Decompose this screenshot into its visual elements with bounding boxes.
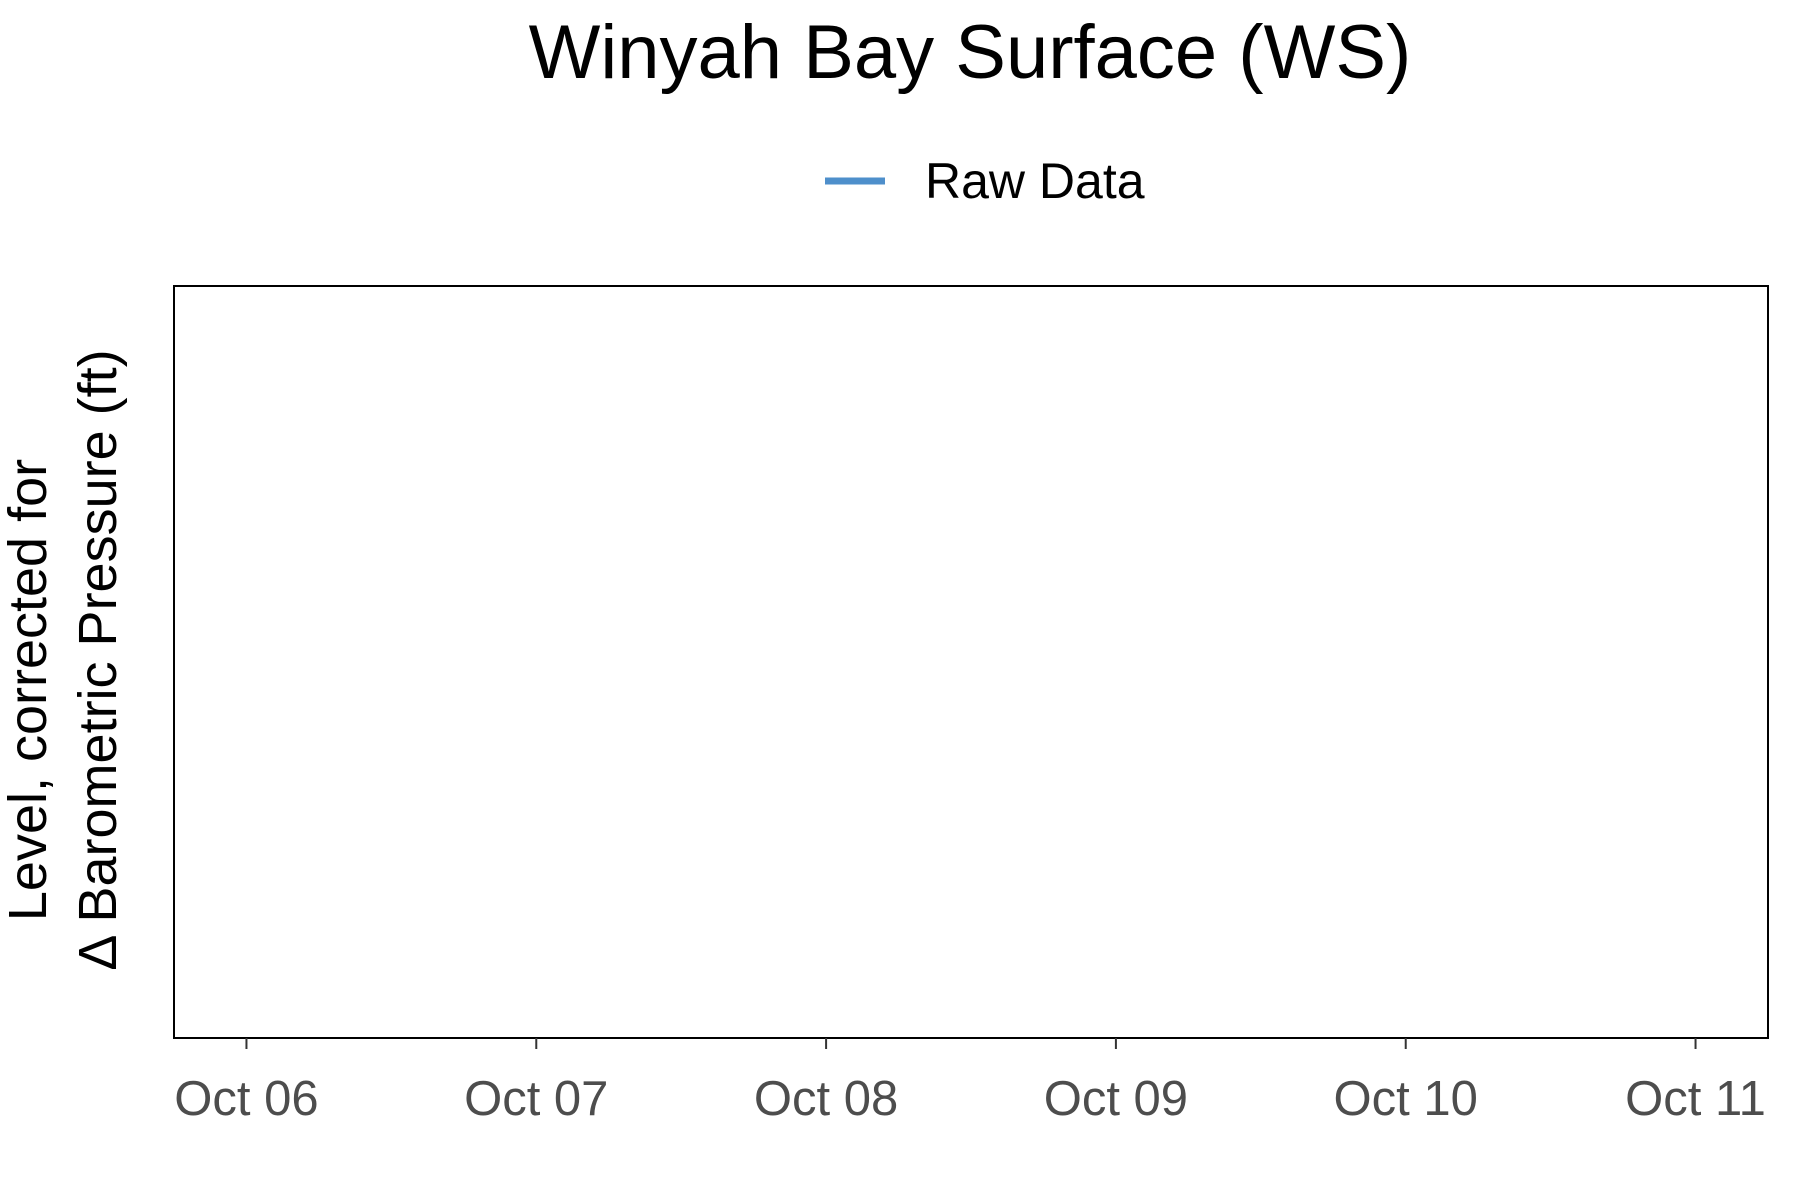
legend: Raw Data [825, 153, 1145, 209]
x-tick-label: Oct 07 [464, 1072, 608, 1126]
x-tick-label: Oct 10 [1334, 1072, 1478, 1126]
x-tick-label: Oct 08 [754, 1072, 898, 1126]
x-tick-label: Oct 11 [1625, 1072, 1766, 1126]
chart-title: Winyah Bay Surface (WS) [529, 10, 1412, 95]
x-axis: Oct 06 Oct 07 Oct 08 Oct 09 Oct 10 Oct 11 [174, 1038, 1766, 1126]
y-axis-label-line-1: Level, corrected for [0, 459, 58, 921]
y-axis-label: Level, corrected for Δ Barometric Pressu… [0, 349, 128, 970]
plot-panel [173, 285, 1769, 1039]
x-tick-label: Oct 09 [1044, 1072, 1188, 1126]
legend-label-raw-data: Raw Data [925, 153, 1145, 209]
y-axis-label-line-2: Δ Barometric Pressure (ft) [68, 349, 128, 970]
x-tick-label: Oct 06 [174, 1072, 318, 1126]
